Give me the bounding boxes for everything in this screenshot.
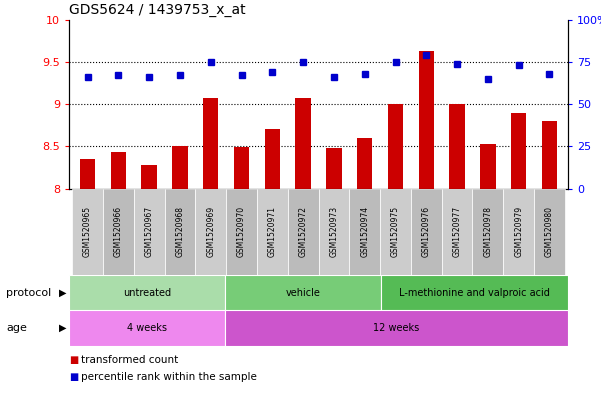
Bar — [380, 189, 411, 275]
Bar — [226, 189, 257, 275]
Bar — [134, 189, 165, 275]
Text: GSM1520965: GSM1520965 — [83, 206, 92, 257]
Text: vehicle: vehicle — [285, 288, 320, 298]
Bar — [80, 159, 96, 189]
Bar — [503, 189, 534, 275]
Bar — [225, 275, 381, 310]
Text: GSM1520979: GSM1520979 — [514, 206, 523, 257]
Text: GDS5624 / 1439753_x_at: GDS5624 / 1439753_x_at — [69, 3, 246, 17]
Bar — [165, 189, 195, 275]
Bar — [319, 189, 349, 275]
Text: L-methionine and valproic acid: L-methionine and valproic acid — [399, 288, 550, 298]
Bar — [225, 310, 568, 346]
Text: ■: ■ — [69, 372, 78, 382]
Bar — [234, 147, 249, 189]
Bar — [111, 152, 126, 189]
Text: transformed count: transformed count — [81, 354, 178, 365]
Bar — [141, 165, 157, 189]
Text: age: age — [6, 323, 27, 333]
Text: GSM1520971: GSM1520971 — [268, 206, 277, 257]
Bar — [288, 189, 319, 275]
Text: untreated: untreated — [123, 288, 171, 298]
Bar — [542, 121, 557, 189]
Text: ▶: ▶ — [59, 288, 66, 298]
Bar — [357, 138, 373, 189]
Bar — [296, 98, 311, 189]
Text: GSM1520975: GSM1520975 — [391, 206, 400, 257]
Bar — [203, 98, 218, 189]
Bar — [450, 104, 465, 189]
Bar — [472, 189, 503, 275]
Text: GSM1520970: GSM1520970 — [237, 206, 246, 257]
Text: GSM1520977: GSM1520977 — [453, 206, 462, 257]
Text: 12 weeks: 12 weeks — [373, 323, 419, 333]
Bar — [511, 112, 526, 189]
Text: GSM1520980: GSM1520980 — [545, 206, 554, 257]
Text: GSM1520976: GSM1520976 — [422, 206, 431, 257]
Bar — [480, 144, 496, 189]
Text: GSM1520974: GSM1520974 — [360, 206, 369, 257]
Text: ■: ■ — [69, 354, 78, 365]
Bar — [257, 189, 288, 275]
Bar — [103, 189, 134, 275]
Bar — [388, 104, 403, 189]
Bar — [72, 189, 103, 275]
Bar — [411, 189, 442, 275]
Text: GSM1520969: GSM1520969 — [206, 206, 215, 257]
Bar — [349, 189, 380, 275]
Text: GSM1520968: GSM1520968 — [175, 206, 185, 257]
Bar — [264, 130, 280, 189]
Bar — [442, 189, 472, 275]
Text: GSM1520966: GSM1520966 — [114, 206, 123, 257]
Bar — [172, 146, 188, 189]
Text: GSM1520978: GSM1520978 — [483, 206, 492, 257]
Text: GSM1520967: GSM1520967 — [145, 206, 154, 257]
Bar — [69, 275, 225, 310]
Text: GSM1520972: GSM1520972 — [299, 206, 308, 257]
Bar — [195, 189, 226, 275]
Text: protocol: protocol — [6, 288, 51, 298]
Text: percentile rank within the sample: percentile rank within the sample — [81, 372, 257, 382]
Text: GSM1520973: GSM1520973 — [329, 206, 338, 257]
Bar — [381, 275, 568, 310]
Bar — [534, 189, 565, 275]
Text: ▶: ▶ — [59, 323, 66, 333]
Bar — [326, 148, 341, 189]
Bar — [419, 51, 434, 189]
Text: 4 weeks: 4 weeks — [127, 323, 167, 333]
Bar — [69, 310, 225, 346]
